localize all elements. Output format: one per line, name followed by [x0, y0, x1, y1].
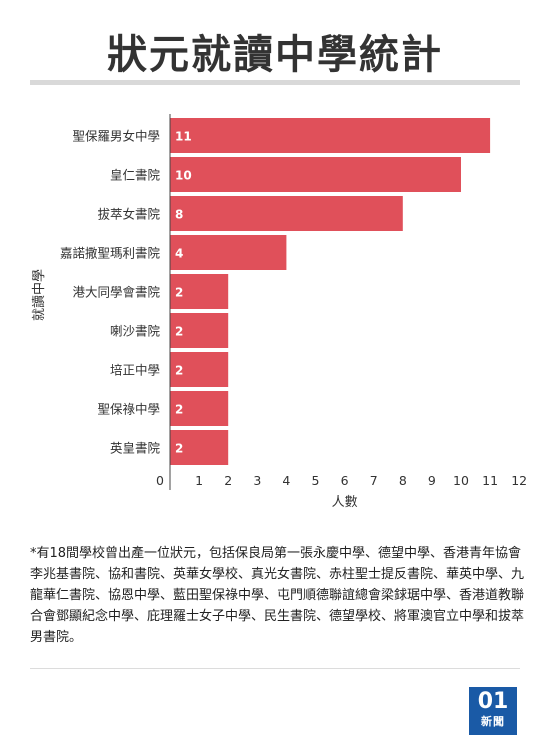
- bar: [170, 430, 229, 465]
- bar: [170, 118, 491, 153]
- x-tick-label: 2: [224, 473, 232, 488]
- category-label: 嘉諾撒聖瑪利書院: [60, 246, 161, 261]
- x-tick-label: 11: [482, 473, 498, 488]
- bar-value-label: 4: [175, 247, 183, 261]
- x-axis-title: 人數: [332, 495, 358, 510]
- bar: [170, 313, 229, 348]
- bar: [170, 391, 229, 426]
- bar-value-label: 11: [175, 130, 192, 144]
- bar-chart: 11聖保羅男女中學10皇仁書院8拔萃女書院4嘉諾撒聖瑪利書院2港大同學會書院2喇…: [32, 114, 527, 510]
- category-label: 港大同學會書院: [72, 285, 160, 300]
- category-label: 聖保羅男女中學: [72, 129, 160, 144]
- footer-divider: [30, 668, 520, 669]
- logo-text: 新聞: [481, 715, 505, 728]
- logo-number: 01: [477, 689, 509, 714]
- bar-value-label: 10: [175, 169, 192, 183]
- category-label: 聖保祿中學: [97, 402, 160, 417]
- x-tick-label: 10: [453, 473, 469, 488]
- x-tick-label: 3: [253, 473, 261, 488]
- brand-logo: 01 新聞: [469, 687, 517, 735]
- x-tick-label: 6: [341, 473, 349, 488]
- bar: [170, 235, 287, 270]
- bar-value-label: 2: [175, 325, 183, 339]
- bar: [170, 196, 403, 231]
- bar-value-label: 2: [175, 403, 183, 417]
- category-label: 英皇書院: [110, 441, 161, 456]
- x-tick-label: 9: [428, 473, 436, 488]
- bar: [170, 352, 229, 387]
- x-tick-label: 7: [370, 473, 378, 488]
- x-tick-label: 8: [399, 473, 407, 488]
- x-tick-label: 4: [282, 473, 290, 488]
- x-tick-label: 1: [195, 473, 203, 488]
- bar: [170, 157, 461, 192]
- bar-value-label: 2: [175, 442, 183, 456]
- chart-title: 狀元就讀中學統計: [107, 32, 443, 78]
- category-label: 培正中學: [110, 363, 160, 378]
- bar-value-label: 8: [175, 208, 183, 222]
- footnote: *有18間學校曾出產一位狀元，包括保良局第一張永慶中學、德望中學、香港青年協會李…: [30, 546, 525, 645]
- x-tick-label: 12: [511, 473, 527, 488]
- category-label: 皇仁書院: [110, 168, 161, 183]
- x-tick-label: 5: [312, 473, 320, 488]
- bar-value-label: 2: [175, 364, 183, 378]
- category-label: 喇沙書院: [110, 324, 161, 339]
- bar: [170, 274, 229, 309]
- bar-value-label: 2: [175, 286, 183, 300]
- y-axis-title: 就讀中學: [32, 269, 47, 321]
- category-label: 拔萃女書院: [97, 207, 160, 222]
- x-tick-label: 0: [156, 473, 164, 488]
- title-divider: [30, 80, 520, 85]
